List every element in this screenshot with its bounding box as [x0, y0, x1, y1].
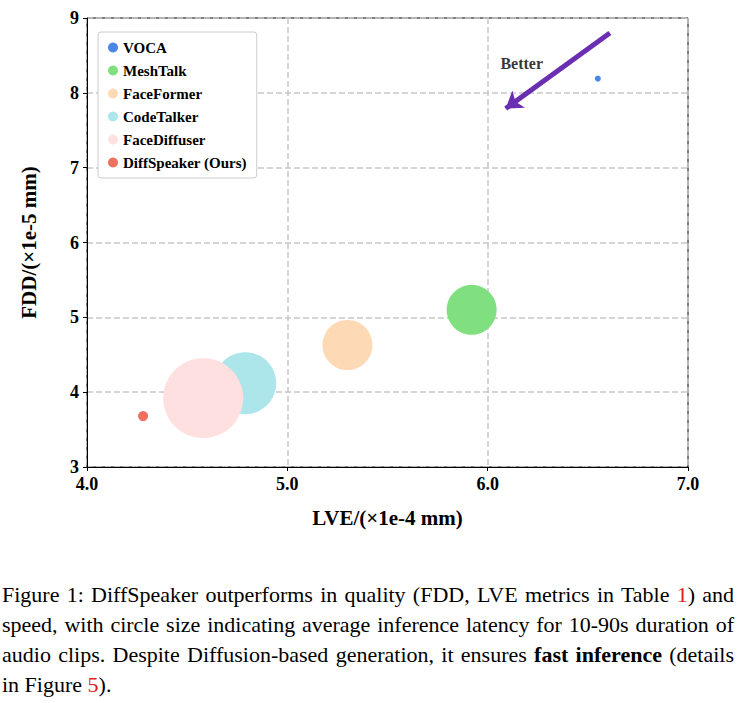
svg-text:4: 4	[70, 382, 79, 402]
svg-text:DiffSpeaker (Ours): DiffSpeaker (Ours)	[123, 155, 246, 172]
svg-text:4.0: 4.0	[76, 474, 99, 494]
svg-text:5.0: 5.0	[276, 474, 299, 494]
svg-text:5: 5	[70, 307, 79, 327]
svg-text:VOCA: VOCA	[123, 40, 167, 56]
svg-text:MeshTalk: MeshTalk	[123, 63, 187, 79]
svg-text:6: 6	[70, 233, 79, 253]
svg-text:Better: Better	[500, 55, 543, 72]
svg-text:CodeTalker: CodeTalker	[123, 109, 199, 125]
svg-text:6.0: 6.0	[476, 474, 499, 494]
svg-text:9: 9	[70, 8, 79, 28]
html-text:Figure 1: DiffSpeaker outperfo: Figure 1: DiffSpeaker outperforms in qua…	[2, 582, 734, 697]
svg-text:7: 7	[70, 158, 79, 178]
svg-text:FaceFormer: FaceFormer	[123, 86, 202, 102]
svg-text:FDD/(×1e-5 mm): FDD/(×1e-5 mm)	[17, 166, 41, 319]
svg-text:LVE/(×1e-4 mm): LVE/(×1e-4 mm)	[312, 506, 463, 530]
svg-text:7.0: 7.0	[677, 474, 700, 494]
svg-text:8: 8	[70, 83, 79, 103]
svg-text:3: 3	[70, 457, 79, 477]
svg-text:FaceDiffuser: FaceDiffuser	[123, 132, 206, 148]
